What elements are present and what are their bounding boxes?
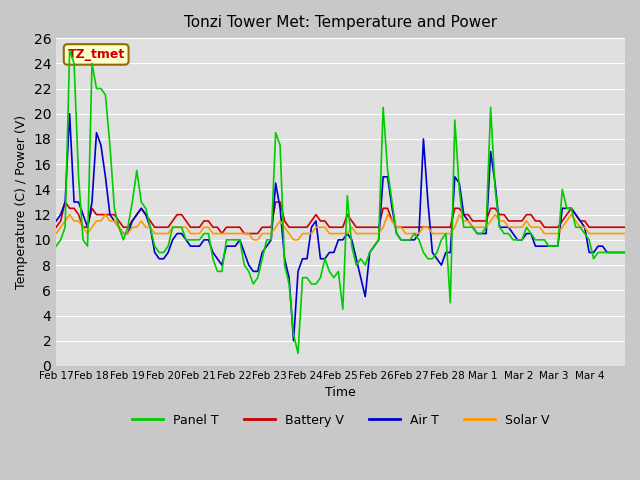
Title: Tonzi Tower Met: Temperature and Power: Tonzi Tower Met: Temperature and Power — [184, 15, 497, 30]
Y-axis label: Temperature (C) / Power (V): Temperature (C) / Power (V) — [15, 115, 28, 289]
X-axis label: Time: Time — [325, 386, 356, 399]
Legend: Panel T, Battery V, Air T, Solar V: Panel T, Battery V, Air T, Solar V — [127, 409, 554, 432]
Text: TZ_tmet: TZ_tmet — [68, 48, 125, 61]
